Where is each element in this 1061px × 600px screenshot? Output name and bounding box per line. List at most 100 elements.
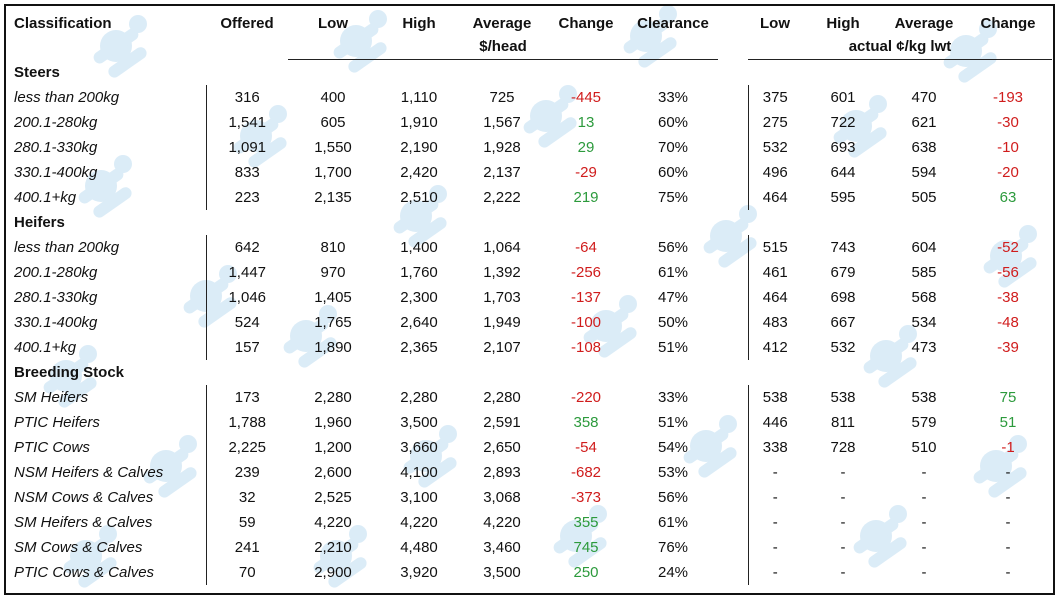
cell-change: 358 <box>573 414 599 431</box>
cell-change: 355 <box>573 514 599 531</box>
cell-avg2: 604 <box>911 239 937 256</box>
cell-avg2: 579 <box>911 414 937 431</box>
section-title: Heifers <box>14 214 65 231</box>
section-title: Breeding Stock <box>14 364 125 381</box>
table-row: PTIC Cows & Calves 70 2,900 3,920 3,500 250 24… <box>10 560 1052 585</box>
cell-change2: -30 <box>997 114 1019 131</box>
section-spacer <box>802 210 884 235</box>
cell-clearance: 24% <box>657 564 689 581</box>
cell-change2: 51 <box>999 414 1017 431</box>
cell-change2: -38 <box>997 289 1019 306</box>
unit-gap <box>718 35 748 60</box>
cell-avg2: 473 <box>911 339 937 356</box>
cell-avg2: 585 <box>911 264 937 281</box>
section-spacer <box>206 60 288 86</box>
unit-row: $/head actual ¢/kg lwt <box>10 35 1052 60</box>
cell-high2: 667 <box>830 314 856 331</box>
cell-offered: 1,447 <box>205 260 288 285</box>
cell-change: -220 <box>570 389 602 406</box>
header-gap <box>718 13 748 35</box>
cell-low: 1,765 <box>314 314 352 331</box>
row-classification: 330.1-400kg <box>14 314 98 331</box>
cell-low2: - <box>747 460 802 485</box>
row-classification: less than 200kg <box>14 239 120 256</box>
cell-low: 400 <box>320 89 346 106</box>
row-gap <box>718 560 748 585</box>
cell-change: -682 <box>570 464 602 481</box>
cell-high2: 679 <box>830 264 856 281</box>
cell-change: -256 <box>570 264 602 281</box>
cell-low2: 461 <box>747 260 802 285</box>
cell-low2: 483 <box>747 310 802 335</box>
cell-high: 2,640 <box>400 314 438 331</box>
cell-avg: 3,068 <box>483 489 521 506</box>
cell-avg: 2,280 <box>483 389 521 406</box>
cell-change: -108 <box>570 339 602 356</box>
cell-change: 219 <box>573 189 599 206</box>
unit-kg-label: actual ¢/kg lwt <box>748 35 1052 60</box>
row-gap <box>718 110 748 135</box>
cell-high2: 538 <box>830 389 856 406</box>
cell-high2: - <box>840 514 846 531</box>
cell-offered: 157 <box>205 335 288 360</box>
cell-avg: 3,460 <box>483 539 521 556</box>
cell-offered: 1,541 <box>205 110 288 135</box>
cell-avg2: - <box>921 564 927 581</box>
table-row: 200.1-280kg 1,541 605 1,910 1,567 13 60% 275 722… <box>10 110 1052 135</box>
table-row: SM Heifers & Calves 59 4,220 4,220 4,220 355 6… <box>10 510 1052 535</box>
cell-avg: 1,392 <box>483 264 521 281</box>
header-offered: Offered <box>220 15 274 32</box>
row-classification: SM Heifers & Calves <box>14 514 153 531</box>
cell-avg2: 505 <box>911 189 937 206</box>
row-gap <box>718 185 748 210</box>
cell-offered: 59 <box>205 510 288 535</box>
cell-low: 1,890 <box>314 339 352 356</box>
table-row: SM Cows & Calves 241 2,210 4,480 3,460 745 76%… <box>10 535 1052 560</box>
row-classification: less than 200kg <box>14 89 120 106</box>
cell-high2: 698 <box>830 289 856 306</box>
cell-change2: -20 <box>997 164 1019 181</box>
unit-spacer <box>206 35 288 60</box>
header-low-kg: Low <box>760 15 790 32</box>
cell-high2: 601 <box>830 89 856 106</box>
row-classification: PTIC Cows <box>14 439 90 456</box>
cell-clearance: 33% <box>657 89 689 106</box>
cell-low: 1,700 <box>314 164 352 181</box>
cell-change2: -1 <box>1001 439 1015 456</box>
cell-offered: 1,788 <box>205 410 288 435</box>
cell-change2: -48 <box>997 314 1019 331</box>
cell-avg2: 470 <box>911 89 937 106</box>
row-gap <box>718 435 748 460</box>
row-gap <box>718 385 748 410</box>
cell-clearance: 75% <box>657 189 689 206</box>
cell-avg: 3,500 <box>483 564 521 581</box>
row-classification: 330.1-400kg <box>14 164 98 181</box>
header-high-kg: High <box>826 15 860 32</box>
cell-clearance: 50% <box>657 314 689 331</box>
cell-low: 1,200 <box>314 439 352 456</box>
cell-offered: 1,091 <box>205 135 288 160</box>
cell-change: 29 <box>577 139 595 156</box>
cell-low: 2,600 <box>314 464 352 481</box>
section-spacer <box>378 360 460 385</box>
section-spacer <box>460 210 544 235</box>
section-spacer <box>964 360 1052 385</box>
header-classification: Classification <box>14 15 112 32</box>
section-spacer <box>718 360 748 385</box>
cell-avg: 1,703 <box>483 289 521 306</box>
cell-high2: 743 <box>830 239 856 256</box>
cell-low2: 464 <box>747 185 802 210</box>
row-gap <box>718 485 748 510</box>
cell-high2: - <box>840 489 846 506</box>
cell-change: 250 <box>573 564 599 581</box>
cell-high2: - <box>840 464 846 481</box>
cell-low: 2,525 <box>314 489 352 506</box>
section-spacer <box>884 60 964 86</box>
row-gap <box>718 510 748 535</box>
cell-high: 4,100 <box>400 464 438 481</box>
cell-clearance: 56% <box>657 239 689 256</box>
section-spacer <box>288 60 378 86</box>
cell-high: 2,510 <box>400 189 438 206</box>
table-row: NSM Heifers & Calves 239 2,600 4,100 2,893 -6… <box>10 460 1052 485</box>
cell-high: 3,660 <box>400 439 438 456</box>
